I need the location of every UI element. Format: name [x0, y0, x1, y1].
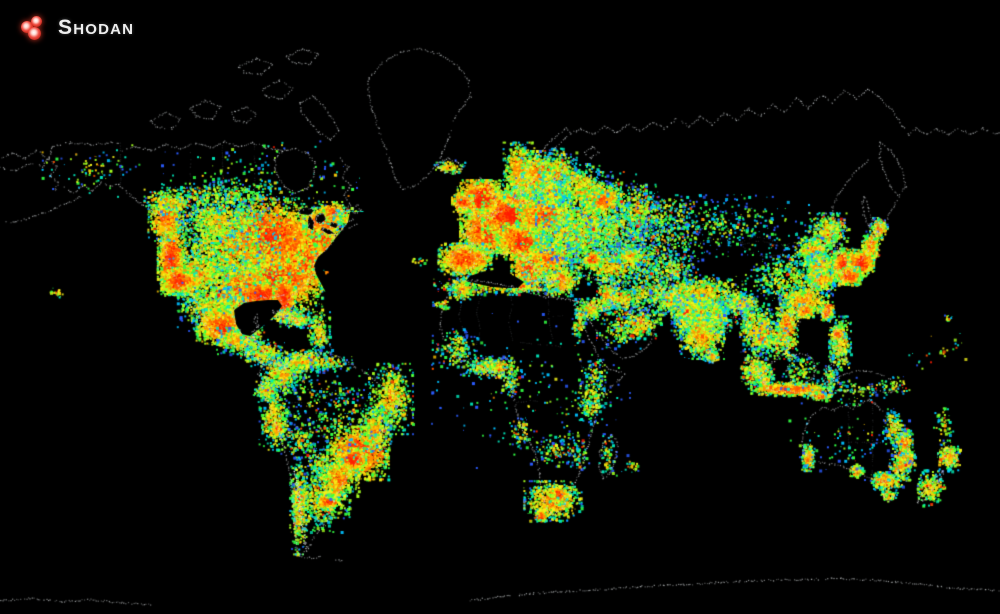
logo-dot [28, 27, 41, 40]
shodan-logo-text: Shodan [58, 15, 135, 39]
shodan-logo-mark [21, 13, 47, 41]
logo-dot [31, 16, 42, 27]
shodan-logo[interactable]: Shodan [21, 13, 134, 41]
